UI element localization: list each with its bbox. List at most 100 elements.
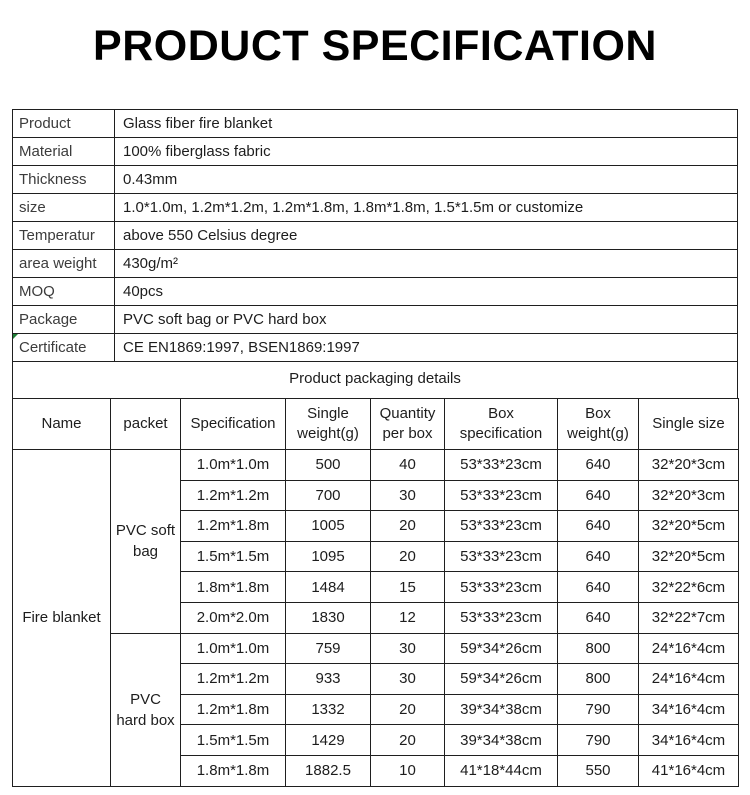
cell-single-size: 34*16*4cm — [638, 693, 739, 726]
spec-value-temperature: above 550 Celsius degree — [114, 221, 738, 250]
col-header-single-size: Single size — [638, 398, 739, 450]
cell-box-weight: 640 — [557, 479, 639, 512]
cell-corner-marker — [13, 334, 18, 339]
cell-spec: 2.0m*2.0m — [180, 601, 286, 634]
packaging-row: PVC hard box 1.0m*1.0m 759 30 59*34*26cm… — [13, 632, 739, 787]
spec-row: Product Glass fiber fire blanket — [12, 109, 738, 138]
cell-box-weight: 640 — [557, 510, 639, 542]
cell-box-weight: 550 — [557, 754, 639, 787]
cell-box-spec: 59*34*26cm — [444, 663, 558, 695]
cell-spec: 1.2m*1.8m — [180, 693, 286, 726]
cell-box-weight: 800 — [557, 663, 639, 695]
cell-box-spec: 53*33*23cm — [444, 479, 558, 512]
col-header-single-weight: Single weight(g) — [285, 398, 371, 450]
col-header-name: Name — [12, 398, 111, 450]
cell-box-weight: 800 — [557, 632, 639, 665]
spec-label-certificate-text: Certificate — [19, 339, 87, 356]
packaging-row: 2.0m*2.0m 1830 12 53*33*23cm 640 32*22*7… — [13, 601, 739, 634]
col-header-quantity-per-box: Quantity per box — [370, 398, 445, 450]
spec-value-material: 100% fiberglass fabric — [114, 137, 738, 166]
packet-group-hard-box: PVC hard box — [110, 632, 181, 787]
cell-single-size: 34*16*4cm — [638, 724, 739, 756]
spec-label-size: size — [12, 193, 115, 222]
cell-spec: 1.2m*1.2m — [180, 663, 286, 695]
packaging-header-row: Name packet Specification Single weight(… — [12, 398, 739, 450]
cell-qty: 20 — [370, 510, 445, 542]
cell-single-weight: 933 — [285, 663, 371, 695]
tables-wrapper: Product Glass fiber fire blanket Materia… — [12, 109, 739, 787]
cell-box-weight: 640 — [557, 540, 639, 573]
cell-box-weight: 790 — [557, 693, 639, 726]
spec-label-moq: MOQ — [12, 277, 115, 306]
spec-value-size: 1.0*1.0m, 1.2m*1.2m, 1.2m*1.8m, 1.8m*1.8… — [114, 193, 738, 222]
col-header-box-weight: Box weight(g) — [557, 398, 639, 450]
spec-row: Thickness 0.43mm — [12, 165, 738, 194]
spec-row: Temperatur above 550 Celsius degree — [12, 221, 738, 250]
cell-single-weight: 1005 — [285, 510, 371, 542]
cell-qty: 15 — [370, 571, 445, 603]
spec-value-thickness: 0.43mm — [114, 165, 738, 194]
spec-row: Material 100% fiberglass fabric — [12, 137, 738, 166]
spec-row: Package PVC soft bag or PVC hard box — [12, 305, 738, 334]
packaging-row: 1.5m*1.5m 1095 20 53*33*23cm 640 32*20*5… — [13, 540, 739, 573]
cell-box-spec: 53*33*23cm — [444, 510, 558, 542]
spec-label-certificate: Certificate — [12, 333, 115, 362]
spec-label-temperature: Temperatur — [12, 221, 115, 250]
cell-qty: 20 — [370, 724, 445, 756]
cell-box-weight: 640 — [557, 571, 639, 603]
cell-single-size: 32*20*5cm — [638, 510, 739, 542]
packaging-row: 1.5m*1.5m 1429 20 39*34*38cm 790 34*16*4… — [13, 724, 739, 756]
col-header-specification: Specification — [180, 398, 286, 450]
cell-qty: 30 — [370, 479, 445, 512]
cell-spec: 1.8m*1.8m — [180, 571, 286, 603]
packaging-section-title: Product packaging details — [12, 362, 738, 398]
spec-row: Certificate CE EN1869:1997, BSEN1869:199… — [12, 333, 738, 362]
cell-single-size: 32*20*3cm — [638, 479, 739, 512]
cell-single-size: 41*16*4cm — [638, 754, 739, 787]
cell-qty: 12 — [370, 601, 445, 634]
col-header-box-specification: Box specification — [444, 398, 558, 450]
spec-value-area-weight: 430g/m² — [114, 249, 738, 278]
cell-single-weight: 1882.5 — [285, 754, 371, 787]
cell-qty: 20 — [370, 540, 445, 573]
cell-spec: 1.2m*1.8m — [180, 510, 286, 542]
cell-single-size: 32*22*6cm — [638, 571, 739, 603]
cell-box-spec: 39*34*38cm — [444, 724, 558, 756]
product-name-cell: Fire blanket — [12, 449, 111, 787]
cell-box-weight: 790 — [557, 724, 639, 756]
cell-box-spec: 53*33*23cm — [444, 540, 558, 573]
packaging-row: Fire blanket PVC soft bag 1.0m*1.0m 500 … — [12, 449, 739, 787]
cell-qty: 30 — [370, 632, 445, 665]
page-title: PRODUCT SPECIFICATION — [93, 22, 657, 70]
spec-value-product: Glass fiber fire blanket — [114, 109, 738, 138]
spec-table: Product Glass fiber fire blanket Materia… — [12, 109, 738, 362]
cell-single-weight: 759 — [285, 632, 371, 665]
col-header-packet: packet — [110, 398, 181, 450]
packet-group-soft-bag: PVC soft bag — [110, 449, 181, 634]
cell-single-size: 24*16*4cm — [638, 663, 739, 695]
cell-qty: 40 — [370, 449, 445, 481]
cell-single-weight: 1332 — [285, 693, 371, 726]
cell-box-weight: 640 — [557, 449, 639, 481]
cell-box-spec: 41*18*44cm — [444, 754, 558, 787]
cell-single-weight: 1429 — [285, 724, 371, 756]
cell-single-weight: 500 — [285, 449, 371, 481]
cell-box-spec: 59*34*26cm — [444, 632, 558, 665]
spec-label-material: Material — [12, 137, 115, 166]
packaging-row: 1.8m*1.8m 1882.5 10 41*18*44cm 550 41*16… — [13, 754, 739, 787]
spec-row: MOQ 40pcs — [12, 277, 738, 306]
cell-spec: 1.5m*1.5m — [180, 540, 286, 573]
cell-single-size: 32*22*7cm — [638, 601, 739, 634]
cell-single-size: 32*20*5cm — [638, 540, 739, 573]
cell-box-spec: 53*33*23cm — [444, 601, 558, 634]
cell-qty: 20 — [370, 693, 445, 726]
spec-row: size 1.0*1.0m, 1.2m*1.2m, 1.2m*1.8m, 1.8… — [12, 193, 738, 222]
cell-spec: 1.5m*1.5m — [180, 724, 286, 756]
cell-box-weight: 640 — [557, 601, 639, 634]
cell-spec: 1.0m*1.0m — [180, 449, 286, 481]
spec-label-thickness: Thickness — [12, 165, 115, 194]
cell-spec: 1.8m*1.8m — [180, 754, 286, 787]
spec-label-area-weight: area weight — [12, 249, 115, 278]
packaging-table: Name packet Specification Single weight(… — [12, 398, 739, 787]
